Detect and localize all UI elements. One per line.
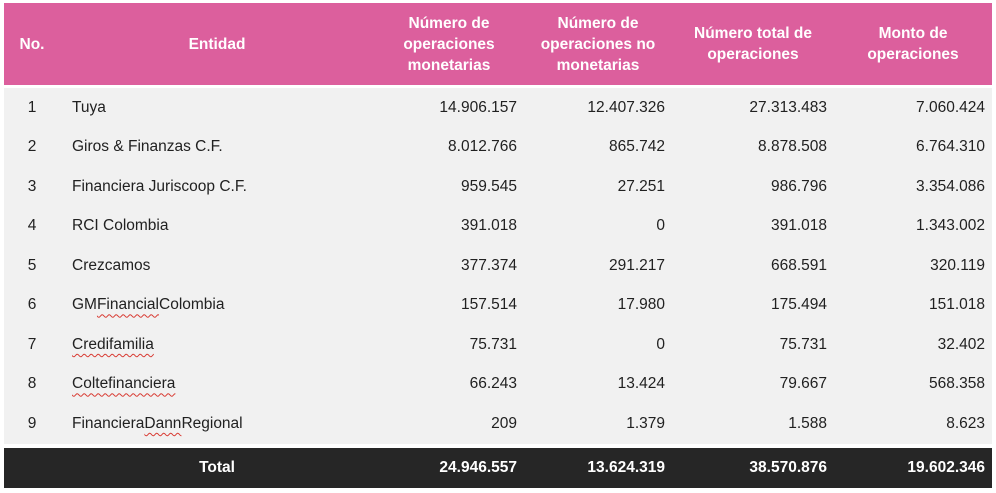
entity-name: Giros & Finanzas C.F. [60,128,374,168]
total-operations-value: 79.667 [779,375,827,393]
monetary-operations-value: 66.243 [469,375,517,393]
amount-value: 3.354.086 [916,177,985,195]
total-operations-value: 391.018 [770,217,827,235]
table-row: 8 Coltefinanciera 66.243 13.424 79.667 568.35… [4,365,992,405]
entity-name-text: Tuya [72,98,106,116]
non-monetary-operations-value: 27.251 [617,177,665,195]
non-monetary-operations-value: 13.424 [617,375,665,393]
total-operations-value: 175.494 [770,296,827,314]
entity-name-text: Financiera Juriscoop C.F. [72,177,247,195]
table-row: 2 Giros & Finanzas C.F. 8.012.766 865.742 8.… [4,128,992,168]
monetary-operations-value: 8.012.766 [448,138,517,156]
table-row: 3 Financiera Juriscoop C.F. 959.545 27.251 9… [4,167,992,207]
amount-value: 6.764.310 [916,138,985,156]
entity-name-text: GM [72,296,97,314]
row-number: 5 [27,256,37,274]
entity-name: GM Financial Colombia [60,286,374,326]
monetary-operations-value: 377.374 [460,256,517,274]
row-number: 4 [27,217,37,235]
table-row: 5 Crezcamos 377.374 291.217 668.591 320.119 [4,246,992,286]
total-operations-value: 27.313.483 [749,98,827,116]
entity-name: Financiera Dann Regional [60,404,374,444]
entity-name: Financiera Juriscoop C.F. [60,167,374,207]
entity-name-text: Crezcamos [72,256,151,274]
amount-value: 1.343.002 [916,217,985,235]
row-number: 6 [27,296,37,314]
monetary-operations-value: 75.731 [469,335,517,353]
monetary-operations-value: 14.906.157 [439,98,517,116]
entity-name: Tuya [60,88,374,128]
row-number: 3 [27,177,37,195]
total-non-monetary-operations: 13.624.319 [587,458,665,476]
total-operations-value: 986.796 [770,177,827,195]
misspelled-word: Coltefinanciera [72,375,176,393]
total-operations-value: 75.731 [779,335,827,353]
misspelled-word: Dann [144,414,182,432]
column-header-monto-operaciones: Monto de operaciones [867,25,959,63]
row-number: 7 [27,335,37,353]
table-header-row: No. Entidad Número de operaciones moneta… [4,3,992,85]
entity-name: RCI Colombia [60,207,374,247]
column-header-no: No. [19,35,45,53]
amount-value: 7.060.424 [916,98,985,116]
total-operations-value: 668.591 [770,256,827,274]
row-number: 2 [27,138,37,156]
non-monetary-operations-value: 865.742 [608,138,665,156]
amount-value: 151.018 [928,296,985,314]
non-monetary-operations-value: 12.407.326 [587,98,665,116]
total-monetary-operations: 24.946.557 [439,458,517,476]
non-monetary-operations-value: 0 [656,217,665,235]
non-monetary-operations-value: 291.217 [608,256,665,274]
table-row: 7 Credifamilia 75.731 0 75.731 32.402 [4,325,992,365]
table-row: 4 RCI Colombia 391.018 0 391.018 1.343.002 [4,207,992,247]
row-number: 8 [27,375,37,393]
entity-name-text: Regional [181,414,243,432]
entity-name: Credifamilia [60,325,374,365]
non-monetary-operations-value: 0 [656,335,665,353]
row-number: 1 [27,98,37,116]
table-row: 9 Financiera Dann Regional 209 1.379 1.588 8.… [4,404,992,444]
amount-value: 320.119 [930,256,985,274]
total-row: Total 24.946.557 13.624.319 38.570.876 1… [4,447,992,488]
column-header-operaciones-no-monetarias: Número de operaciones no monetarias [540,14,656,74]
amount-value: 8.623 [946,414,985,432]
misspelled-word: Credifamilia [72,335,154,353]
total-operations-value: 8.878.508 [758,138,827,156]
monetary-operations-value: 157.514 [460,296,517,314]
monetary-operations-value: 959.545 [460,177,517,195]
total-operations: 38.570.876 [749,458,827,476]
entity-name: Coltefinanciera [60,365,374,405]
monetary-operations-value: 391.018 [460,217,517,235]
total-operations-value: 1.588 [788,414,827,432]
entity-name-text: Financiera [72,414,145,432]
non-monetary-operations-value: 1.379 [626,414,665,432]
amount-value: 568.358 [928,375,985,393]
table-body: 1 Tuya 14.906.157 12.407.326 27.313.483 7.060… [4,88,992,444]
column-header-entidad: Entidad [188,35,246,53]
entity-name-text: Giros & Finanzas C.F. [72,138,223,156]
amount-value: 32.402 [937,335,985,353]
total-row-spacer [4,448,60,488]
non-monetary-operations-value: 17.980 [617,296,665,314]
column-header-operaciones-monetarias: Número de operaciones monetarias [403,14,495,74]
table-row: 1 Tuya 14.906.157 12.407.326 27.313.483 7.060… [4,88,992,128]
table-row: 6 GM Financial Colombia 157.514 17.980 175.4… [4,286,992,326]
monetary-operations-value: 209 [491,414,517,432]
entity-name-text: RCI Colombia [72,217,169,235]
total-label: Total [199,458,235,476]
column-header-total-operaciones: Número total de operaciones [694,25,812,63]
entity-name: Crezcamos [60,246,374,286]
entity-name-text: Colombia [159,296,225,314]
misspelled-word: Financial [96,296,159,314]
total-amount: 19.602.346 [907,458,985,476]
row-number: 9 [27,414,37,432]
